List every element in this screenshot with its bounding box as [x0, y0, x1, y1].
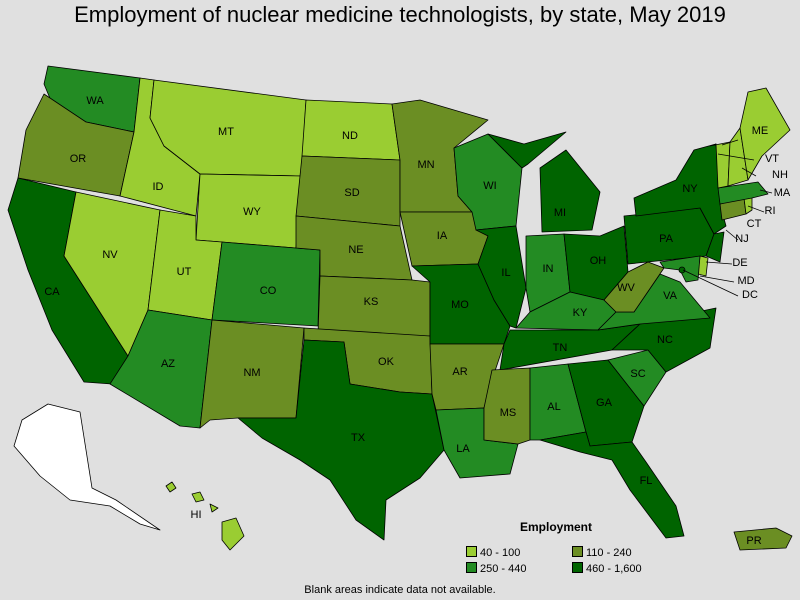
- state-label-tx: TX: [351, 432, 366, 444]
- state-pr[interactable]: [733, 527, 793, 551]
- state-label-la: LA: [456, 443, 470, 455]
- state-label-nh: NH: [772, 169, 788, 181]
- state-nj[interactable]: [705, 231, 725, 263]
- state-label-ne: NE: [348, 244, 363, 256]
- state-label-or: OR: [70, 153, 87, 165]
- state-label-oh: OH: [590, 255, 607, 267]
- state-label-pr: PR: [746, 535, 761, 547]
- legend-swatch-1: [466, 546, 477, 557]
- state-label-ga: GA: [596, 397, 613, 409]
- state-label-ct: CT: [747, 218, 762, 230]
- state-label-wa: WA: [86, 95, 104, 107]
- state-label-dc: DC: [742, 289, 758, 301]
- state-label-ia: IA: [437, 230, 448, 242]
- state-tx[interactable]: [237, 339, 445, 541]
- state-label-ar: AR: [452, 366, 467, 378]
- state-label-il: IL: [501, 267, 510, 279]
- state-label-ri: RI: [765, 205, 776, 217]
- legend-label-3: 110 - 240: [586, 547, 632, 559]
- legend-label-4: 460 - 1,600: [586, 563, 642, 575]
- state-label-wv: WV: [617, 282, 635, 294]
- state-label-va: VA: [663, 290, 678, 302]
- state-label-sd: SD: [344, 187, 359, 199]
- state-label-ma: MA: [774, 187, 791, 199]
- state-label-nj: NJ: [735, 233, 748, 245]
- state-ma[interactable]: [717, 181, 769, 205]
- state-mi[interactable]: [487, 131, 601, 233]
- legend-swatch-4: [572, 562, 583, 573]
- state-vt[interactable]: [709, 141, 731, 189]
- footnote: Blank areas indicate data not available.: [304, 584, 496, 596]
- state-label-ca: CA: [44, 286, 60, 298]
- state-label-ut: UT: [177, 266, 192, 278]
- state-label-nv: NV: [102, 249, 118, 261]
- state-labels: WA OR CA ID NV MT WY UT AZ CO NM ND SD NE KS OK TX MN IA MO…: [44, 95, 791, 547]
- state-label-al: AL: [547, 401, 560, 413]
- state-label-fl: FL: [640, 475, 653, 487]
- state-label-ky: KY: [573, 307, 588, 319]
- state-label-id: ID: [153, 181, 164, 193]
- state-label-wy: WY: [243, 206, 261, 218]
- state-label-nm: NM: [243, 367, 260, 379]
- state-label-co: CO: [260, 285, 277, 297]
- legend-swatch-3: [572, 546, 583, 557]
- state-label-vt: VT: [765, 153, 779, 165]
- state-hi[interactable]: [165, 481, 245, 551]
- state-co[interactable]: [211, 241, 321, 327]
- state-label-pa: PA: [659, 233, 674, 245]
- legend-label-2: 250 - 440: [480, 563, 527, 575]
- state-label-ms: MS: [500, 407, 517, 419]
- state-label-in: IN: [543, 263, 554, 275]
- state-label-hi: HI: [191, 509, 202, 521]
- state-label-mt: MT: [218, 126, 234, 138]
- legend-item-3: 110 - 240: [572, 546, 632, 559]
- map-title: Employment of nuclear medicine technolog…: [74, 2, 726, 27]
- legend-swatch-2: [466, 562, 477, 573]
- state-label-nd: ND: [342, 130, 358, 142]
- state-label-ny: NY: [682, 183, 698, 195]
- state-label-md: MD: [737, 275, 754, 287]
- state-dc[interactable]: [678, 266, 686, 274]
- legend-item-1: 40 - 100: [466, 546, 520, 559]
- state-label-tn: TN: [553, 342, 568, 354]
- state-label-nc: NC: [657, 334, 673, 346]
- state-label-ok: OK: [378, 356, 395, 368]
- state-ak[interactable]: [13, 403, 161, 531]
- state-label-mo: MO: [451, 299, 469, 311]
- legend-title: Employment: [520, 520, 593, 534]
- state-fl[interactable]: [539, 431, 685, 539]
- legend-label-1: 40 - 100: [480, 547, 521, 559]
- state-label-wi: WI: [483, 180, 496, 192]
- state-label-mi: MI: [554, 207, 566, 219]
- state-label-me: ME: [752, 125, 769, 137]
- state-label-sc: SC: [630, 368, 645, 380]
- legend-item-2: 250 - 440: [466, 562, 526, 575]
- state-il[interactable]: [475, 225, 527, 329]
- state-ms[interactable]: [483, 367, 531, 445]
- state-label-mn: MN: [417, 159, 434, 171]
- state-me[interactable]: [739, 87, 791, 181]
- legend-item-4: 460 - 1,600: [572, 562, 642, 575]
- state-label-az: AZ: [161, 358, 175, 370]
- leader-lines: [682, 139, 773, 297]
- state-label-ks: KS: [364, 296, 379, 308]
- state-label-de: DE: [732, 257, 747, 269]
